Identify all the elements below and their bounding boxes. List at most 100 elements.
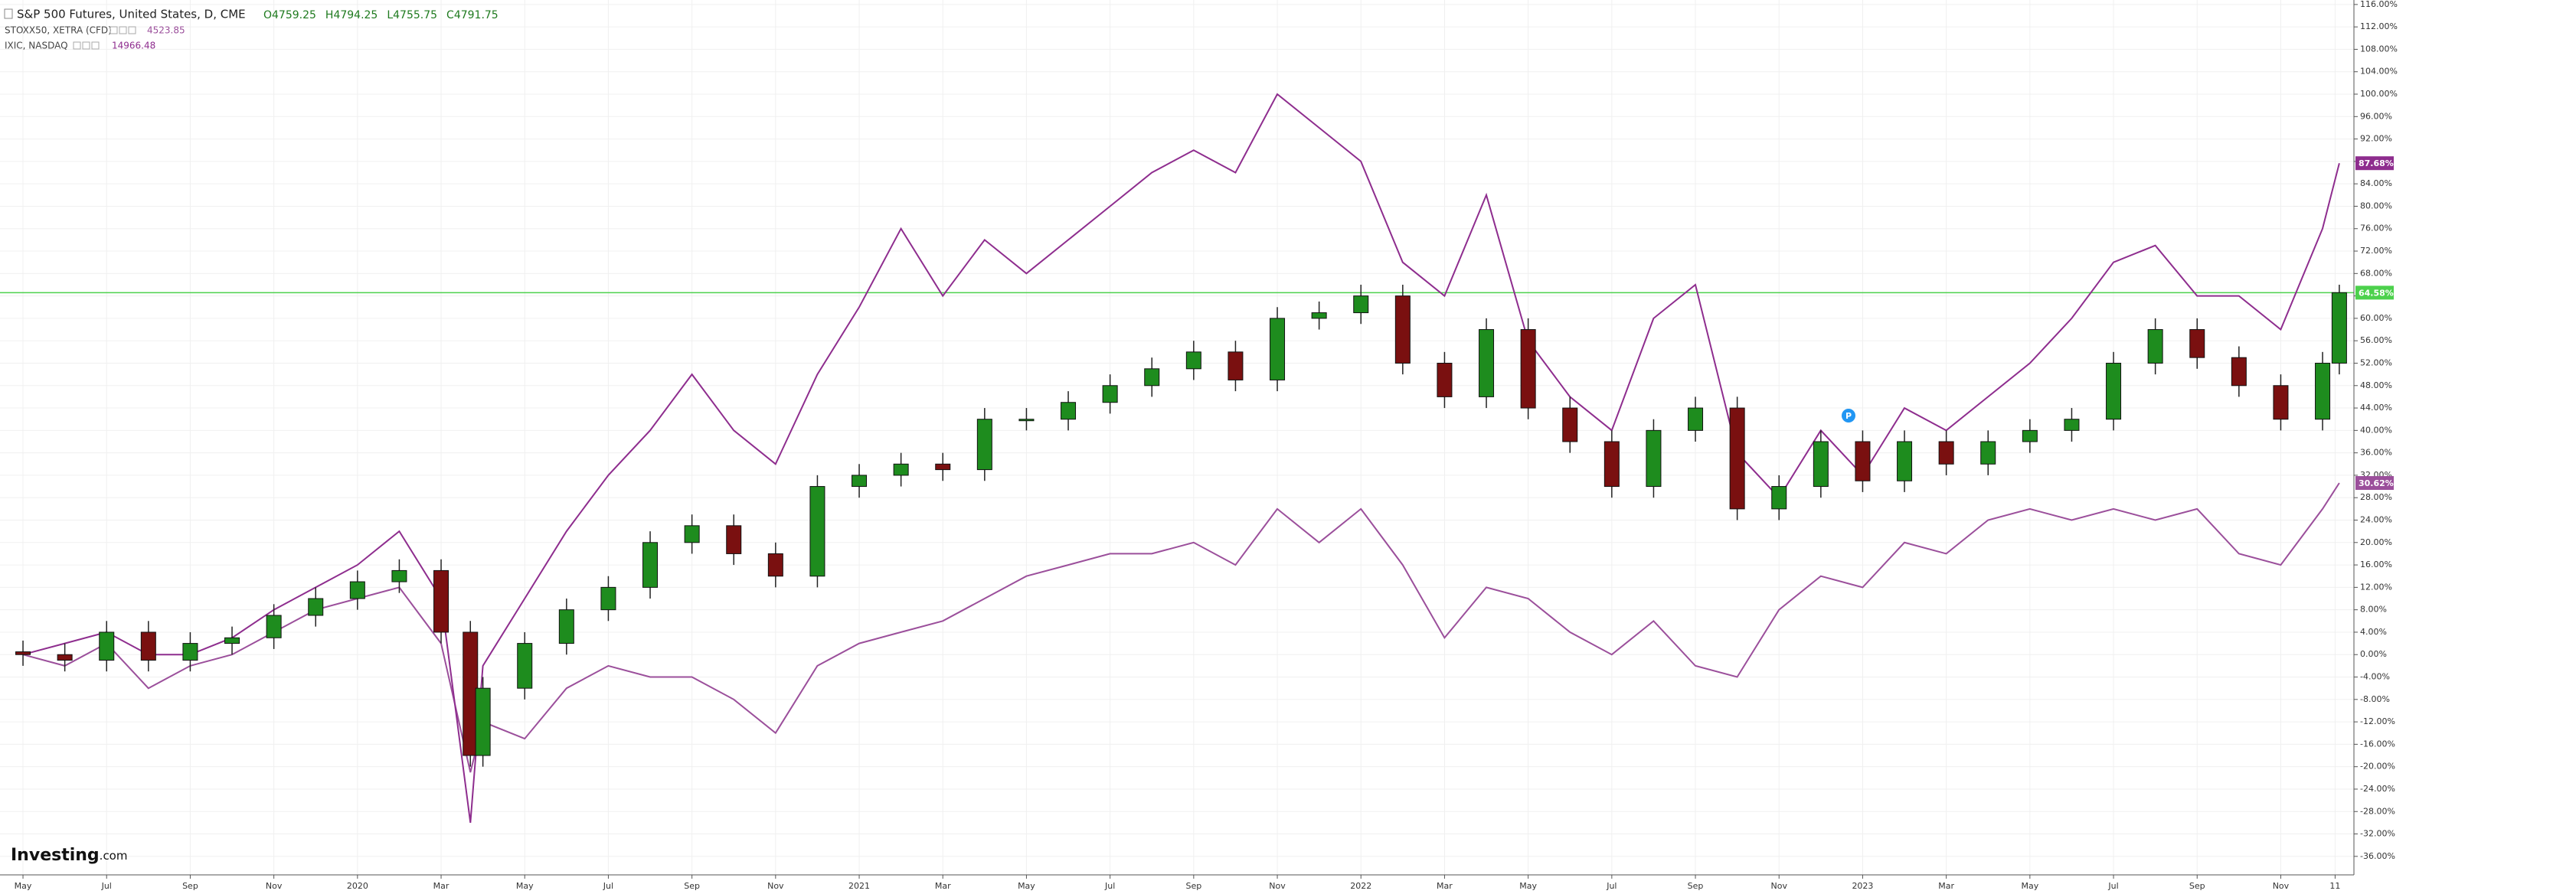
y-tick-label: -32.00% <box>2360 829 2395 839</box>
candle-body <box>391 569 407 582</box>
x-tick-label: 2021 <box>848 881 870 891</box>
candle-body <box>1771 486 1787 510</box>
candle-body <box>2064 419 2080 431</box>
candle-body <box>1562 407 1578 442</box>
candle-body <box>1018 419 1035 422</box>
legend-quote: 4523.85 <box>147 25 185 36</box>
x-tick-label: 11 <box>2329 881 2340 891</box>
logo-suffix: .com <box>100 849 128 863</box>
y-tick-label: 48.00% <box>2360 380 2392 390</box>
x-tick-label: Nov <box>1771 881 1788 891</box>
x-tick-label: Mar <box>935 881 951 891</box>
ohlc-value: H4794.25 <box>325 9 378 21</box>
candle-body <box>1855 441 1871 481</box>
candle-body <box>2147 329 2163 364</box>
legend-button <box>91 41 100 50</box>
x-tick-label: Nov <box>767 881 784 891</box>
candle-body <box>1394 295 1411 364</box>
y-tick-label: -8.00% <box>2360 694 2390 704</box>
ohlc-value: C4791.75 <box>446 9 499 21</box>
candle-body <box>99 631 115 661</box>
y-tick-label: 12.00% <box>2360 582 2392 592</box>
last-value-label: 30.62% <box>2359 478 2394 488</box>
y-tick-label: 80.00% <box>2360 201 2392 210</box>
line-series <box>22 93 2340 824</box>
x-tick-label: 2022 <box>1350 881 1371 891</box>
candle-body <box>2273 385 2289 420</box>
candle-body <box>1228 351 1244 380</box>
candle-body <box>1980 441 1996 465</box>
y-tick-label: 84.00% <box>2360 178 2392 188</box>
x-tick-label: Nov <box>266 881 283 891</box>
candle-body <box>2331 292 2347 364</box>
candle-body <box>433 569 449 633</box>
candle-body <box>2189 329 2205 358</box>
x-tick-label: Nov <box>2273 881 2290 891</box>
y-tick-label: 92.00% <box>2360 134 2392 144</box>
candle-body <box>1813 441 1829 488</box>
candle-body <box>182 643 198 661</box>
candle-body <box>140 631 156 661</box>
candle-body <box>349 581 365 599</box>
candle-body <box>15 651 31 655</box>
legend-icon <box>4 8 13 19</box>
y-tick-label: -20.00% <box>2360 762 2395 772</box>
legend: STOXX50, XETRA (CFD) 4523.85 IXIC, NASDAQ 1… <box>5 25 185 51</box>
x-tick-label: Sep <box>684 881 700 891</box>
ohlc-value: O4759.25 <box>263 9 316 21</box>
candle-body <box>976 419 992 471</box>
candle-body <box>1102 385 1118 403</box>
candle-body <box>2315 362 2331 420</box>
candle-body <box>684 525 700 543</box>
legend-quote: 14966.48 <box>112 41 155 51</box>
x-tick-label: Mar <box>433 881 449 891</box>
candle-body <box>558 609 574 644</box>
x-tick-label: Nov <box>1269 881 1286 891</box>
y-tick-label: 100.00% <box>2360 89 2398 99</box>
labels: 116.00% 112.00% 108.00% 104.00% 100.00% 96.00… <box>15 0 2398 891</box>
y-tick-label: -4.00% <box>2360 672 2390 682</box>
candle-body <box>57 654 73 661</box>
x-tick-label: May <box>1519 881 1537 891</box>
candle-body <box>475 687 491 756</box>
candle-body <box>1185 351 1201 370</box>
logo-main: Investing <box>11 846 100 865</box>
event-marker[interactable] <box>1842 409 1855 423</box>
y-tick-label: -16.00% <box>2360 739 2395 749</box>
y-tick-label: 28.00% <box>2360 492 2392 502</box>
last-value-label: 64.58% <box>2359 288 2394 298</box>
candle-body <box>1311 312 1327 319</box>
ohlc-value: L4755.75 <box>387 9 437 21</box>
legend-button <box>119 26 127 34</box>
y-tick-label: 76.00% <box>2360 224 2392 233</box>
candle-body <box>600 586 616 611</box>
y-tick-label: 4.00% <box>2360 627 2387 637</box>
x-tick-label: Jul <box>1104 881 1115 891</box>
logo: Investing.com <box>11 846 127 865</box>
candle-body <box>935 463 951 471</box>
y-tick-label: 56.00% <box>2360 335 2392 345</box>
x-tick-label: May <box>2021 881 2038 891</box>
x-tick-label: May <box>516 881 534 891</box>
candle-body <box>767 553 783 577</box>
last-value-box <box>2355 156 2394 171</box>
last-value-box <box>2355 285 2394 300</box>
candle-body <box>893 463 909 476</box>
y-tick-label: 44.00% <box>2360 403 2392 413</box>
line-series <box>22 482 2340 773</box>
y-tick-label: 16.00% <box>2360 560 2392 569</box>
y-tick-label: 116.00% <box>2360 0 2398 9</box>
y-tick-label: 24.00% <box>2360 515 2392 525</box>
candle-body <box>266 615 282 638</box>
y-tick-label: 60.00% <box>2360 313 2392 323</box>
candle-body <box>2106 362 2122 420</box>
legend-button <box>73 41 81 50</box>
candle-body <box>1688 407 1704 431</box>
y-tick-label: 0.00% <box>2360 649 2387 659</box>
candle-body <box>1144 368 1160 387</box>
last-value-box <box>2355 476 2394 491</box>
candle-body <box>1897 441 1913 481</box>
x-tick-label: Mar <box>1938 881 1954 891</box>
x-tick-label: Sep <box>1688 881 1704 891</box>
